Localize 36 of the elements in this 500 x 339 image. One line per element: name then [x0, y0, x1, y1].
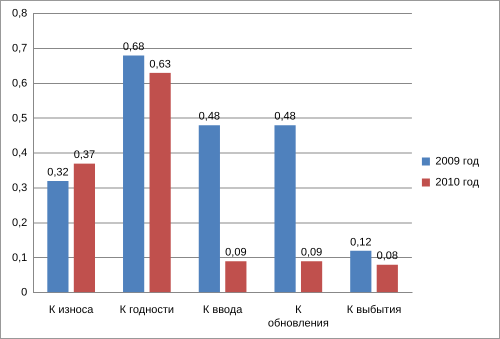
- data-label: 0,09: [225, 246, 247, 259]
- bar: [150, 72, 171, 292]
- data-label: 0,48: [274, 110, 296, 123]
- bar: [74, 164, 96, 292]
- data-label: 0,63: [149, 58, 171, 70]
- bar: [376, 264, 398, 292]
- bar: [123, 55, 144, 292]
- data-label: 0,68: [122, 40, 144, 53]
- bar: [47, 181, 69, 292]
- data-label: 0,08: [376, 250, 398, 262]
- x-tick-label: К ввода: [202, 304, 244, 316]
- y-tick-label: 0,1: [12, 252, 28, 264]
- bar: [198, 125, 220, 292]
- bar: [225, 261, 246, 292]
- x-tick-label: К годности: [120, 304, 174, 316]
- data-label: 0,32: [47, 166, 69, 179]
- bar: [300, 261, 322, 292]
- data-label: 0,48: [198, 110, 220, 123]
- x-tick-label: К обновления: [268, 304, 329, 330]
- data-label: 0,37: [74, 149, 96, 162]
- y-tick-label: 0: [21, 286, 28, 299]
- y-tick-label: 0,8: [12, 8, 28, 20]
- bar: [350, 250, 372, 292]
- y-tick-label: 0,4: [12, 147, 28, 160]
- bar: [274, 125, 296, 292]
- y-tick-label: 0,5: [12, 112, 28, 124]
- legend-label: 2009 год: [435, 156, 480, 168]
- legend-label: 2010 год: [435, 176, 480, 189]
- x-tick-label: К выбытия: [346, 304, 402, 316]
- data-label: 0,09: [300, 246, 322, 259]
- y-tick-label: 0,2: [12, 216, 28, 229]
- x-tick-label: К износа: [48, 304, 94, 316]
- y-tick-label: 0,6: [12, 77, 28, 90]
- y-tick-label: 0,3: [12, 182, 28, 194]
- y-tick-label: 0,7: [12, 42, 28, 55]
- data-label: 0,12: [350, 236, 372, 248]
